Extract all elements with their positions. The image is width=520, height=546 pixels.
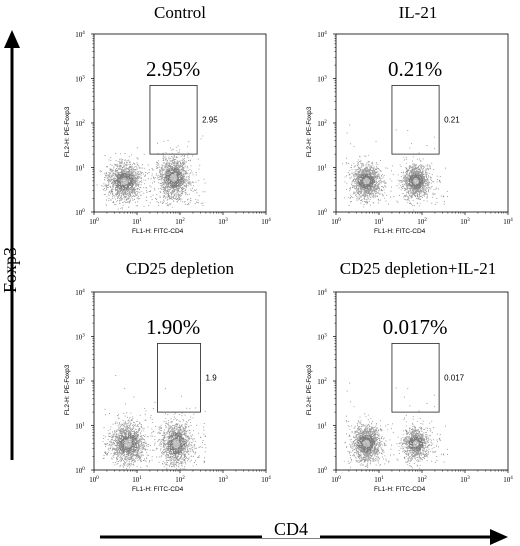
x-tick-label: 101	[374, 476, 384, 484]
y-tick-label: 100	[75, 209, 85, 217]
gate-label: 0.21	[444, 116, 460, 125]
y-tick-label: 102	[317, 120, 327, 128]
x-axis-label: FL1-H: FITC-CD4	[374, 486, 426, 493]
y-tick-label: 104	[75, 31, 85, 39]
panel-3: CD25 depletion10010010110110210210310310…	[64, 259, 271, 493]
x-tick-label: 102	[417, 476, 427, 484]
gate-box	[149, 84, 198, 155]
y-tick-label: 102	[75, 378, 85, 386]
x-tick-label: 102	[175, 218, 185, 226]
panel-title: Control	[154, 3, 206, 22]
panels: Control 100 100 101 101 102 102 103 103 104 104 FL1…	[64, 3, 513, 493]
y-tick-label: 102	[317, 378, 327, 386]
gate-box	[157, 342, 201, 413]
global-y-axis: Foxp3	[0, 30, 20, 460]
x-tick-label: 104	[503, 218, 513, 226]
y-axis-label: FL2-H: PE-Foxp3	[306, 106, 313, 157]
panel-title: CD25 depletion+IL-21	[340, 259, 496, 278]
y-tick-label: 104	[75, 289, 85, 297]
gate-label: 2.95	[202, 116, 218, 125]
y-axis-label: FL2-H: PE-Foxp3	[306, 364, 313, 415]
x-tick-label: 101	[132, 476, 142, 484]
gate-box	[391, 342, 440, 413]
x-tick-label: 104	[261, 218, 271, 226]
percentage-annotation: 0.21%	[388, 57, 442, 81]
x-axis-arrowhead	[490, 529, 508, 545]
axis-ticks: 100 100 101 101 102 102 103 103 104 104	[75, 31, 271, 226]
y-tick-label: 101	[317, 423, 327, 431]
x-tick-label: 102	[417, 218, 427, 226]
x-tick-label: 100	[89, 218, 99, 226]
y-axis-arrowhead	[4, 30, 20, 48]
x-tick-label: 104	[503, 476, 513, 484]
percentage-annotation: 0.017%	[383, 315, 448, 339]
gate-label: 0.017	[444, 374, 465, 383]
y-tick-label: 104	[317, 31, 327, 39]
x-tick-label: 101	[132, 218, 142, 226]
event-dots	[102, 375, 207, 470]
x-axis-label: FL1-H: FITC-CD4	[132, 486, 184, 493]
x-tick-label: 100	[331, 218, 341, 226]
x-tick-label: 103	[460, 476, 470, 484]
y-tick-label: 100	[317, 209, 327, 217]
global-y-label: Foxp3	[0, 247, 20, 293]
y-tick-label: 103	[317, 76, 327, 84]
y-axis-label: FL2-H: PE-Foxp3	[64, 106, 71, 157]
panel-title: IL-21	[399, 3, 438, 22]
event-dots	[343, 382, 448, 470]
x-tick-label: 101	[374, 218, 384, 226]
x-tick-label: 104	[261, 476, 271, 484]
gate-label: 1.9	[206, 374, 218, 383]
panel-1: Control 100 100 101 101 102 102 103 103 104 104 FL1…	[64, 3, 271, 235]
global-x-label: CD4	[274, 519, 308, 539]
y-tick-label: 103	[317, 334, 327, 342]
axis-ticks: 100 100 101 101 102 102 103 103 104 104	[75, 289, 271, 484]
axis-ticks: 100 100 101 101 102 102 103 103 104 104	[317, 31, 513, 226]
panel-2: IL-21 100 100 101 101 102 102 103 103 104 104 FL1-H…	[306, 3, 513, 235]
y-tick-label: 104	[317, 289, 327, 297]
gate-box	[391, 84, 440, 155]
axis-ticks: 100 100 101 101 102 102 103 103 104 104	[317, 289, 513, 484]
y-tick-label: 100	[75, 467, 85, 475]
event-dots	[96, 135, 206, 210]
x-axis-label: FL1-H: FITC-CD4	[374, 228, 426, 235]
event-dots	[342, 124, 448, 211]
y-tick-label: 101	[317, 165, 327, 173]
x-tick-label: 103	[218, 218, 228, 226]
y-axis-label: FL2-H: PE-Foxp3	[64, 364, 71, 415]
y-tick-label: 100	[317, 467, 327, 475]
x-tick-label: 103	[460, 218, 470, 226]
x-tick-label: 102	[175, 476, 185, 484]
panel-title: CD25 depletion	[126, 259, 235, 278]
y-tick-label: 102	[75, 120, 85, 128]
x-axis-label: FL1-H: FITC-CD4	[132, 228, 184, 235]
percentage-annotation: 1.90%	[146, 315, 200, 339]
x-tick-label: 100	[89, 476, 99, 484]
y-tick-label: 101	[75, 165, 85, 173]
x-tick-label: 103	[218, 476, 228, 484]
y-tick-label: 103	[75, 334, 85, 342]
panel-4: CD25 depletion+IL-2110010010110110210210…	[306, 259, 513, 493]
y-tick-label: 101	[75, 423, 85, 431]
percentage-annotation: 2.95%	[146, 57, 200, 81]
x-tick-label: 100	[331, 476, 341, 484]
y-tick-label: 103	[75, 76, 85, 84]
global-x-axis: CD4	[100, 514, 508, 545]
